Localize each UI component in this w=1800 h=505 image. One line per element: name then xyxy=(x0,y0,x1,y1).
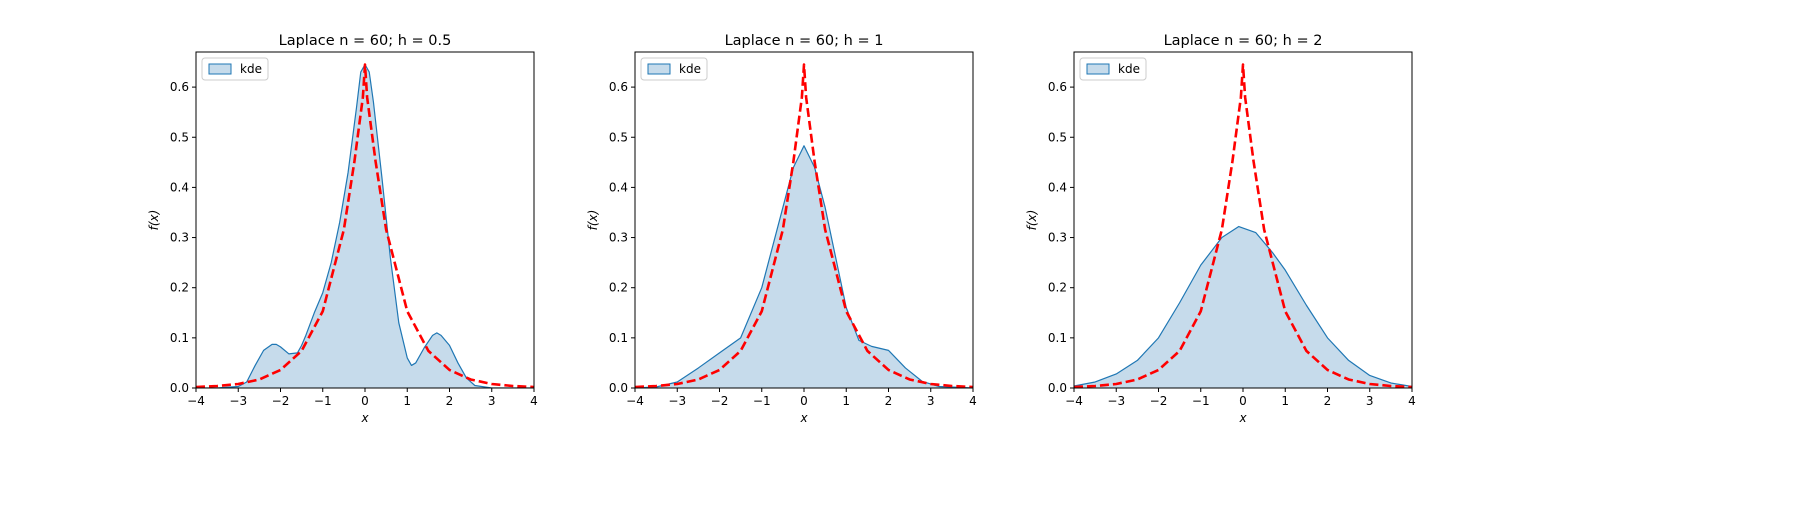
laplace-density-dashed-line xyxy=(1074,63,1412,388)
kde-fill-area xyxy=(1074,226,1412,388)
y-tick-label: 0.2 xyxy=(1048,281,1067,295)
x-tick-label: −4 xyxy=(626,394,644,408)
x-tick-label: 0 xyxy=(361,394,369,408)
x-axis-label: x xyxy=(799,411,808,425)
plot-area xyxy=(1074,63,1412,388)
x-tick-label: −1 xyxy=(314,394,332,408)
x-tick-label: −1 xyxy=(753,394,771,408)
x-tick-label: −3 xyxy=(229,394,247,408)
x-tick-label: −2 xyxy=(1150,394,1168,408)
x-tick-label: 1 xyxy=(1281,394,1289,408)
x-tick-label: 2 xyxy=(885,394,893,408)
x-tick-label: 2 xyxy=(1324,394,1332,408)
y-axis-label: f(x) xyxy=(586,210,600,231)
y-tick-label: 0.3 xyxy=(1048,231,1067,245)
subplot-1: −4 −3 −2 −1 0 1 2 3 4 0.0 0.1 0.2 0.3 0.4 0.5 0.6 Laplac… xyxy=(147,33,538,425)
y-tick-label: 0.4 xyxy=(170,180,189,194)
y-tick-label: 0.6 xyxy=(1048,80,1067,94)
x-tick-label: 4 xyxy=(530,394,538,408)
y-tick-label: 0.1 xyxy=(170,331,189,345)
kde-fill-area xyxy=(635,145,973,388)
legend: kde xyxy=(1079,57,1147,81)
x-tick-label: −2 xyxy=(272,394,290,408)
y-axis-label: f(x) xyxy=(147,210,161,231)
y-tick-label: 0.0 xyxy=(170,381,189,395)
x-tick-label: −4 xyxy=(1065,394,1083,408)
laplace-density-dashed-line xyxy=(196,63,534,388)
plot-area xyxy=(196,63,534,388)
x-tick-label: −3 xyxy=(668,394,686,408)
kde-line xyxy=(635,145,973,388)
y-tick-label: 0.0 xyxy=(1048,381,1067,395)
y-axis-label: f(x) xyxy=(1025,210,1039,231)
subplot-2: −4 −3 −2 −1 0 1 2 3 4 0.0 0.1 0.2 0.3 0.4 0.5 0.6 Laplac… xyxy=(586,33,977,425)
y-tick-label: 0.0 xyxy=(609,381,628,395)
legend-label: kde xyxy=(240,62,262,76)
x-tick-label: 3 xyxy=(927,394,935,408)
legend-label: kde xyxy=(679,62,701,76)
x-tick-label: 3 xyxy=(488,394,496,408)
y-tick-label: 0.5 xyxy=(1048,130,1067,144)
legend-label: kde xyxy=(1118,62,1140,76)
x-tick-label: 1 xyxy=(842,394,850,408)
x-tick-label: −1 xyxy=(1192,394,1210,408)
y-tick-label: 0.4 xyxy=(1048,180,1067,194)
kde-line xyxy=(196,63,534,388)
chart-title: Laplace n = 60; h = 0.5 xyxy=(279,33,452,49)
x-tick-label: 2 xyxy=(446,394,454,408)
y-tick-label: 0.1 xyxy=(609,331,628,345)
plot-area xyxy=(635,63,973,388)
legend-swatch xyxy=(647,63,671,75)
x-tick-label: 3 xyxy=(1366,394,1374,408)
y-tick-label: 0.3 xyxy=(609,231,628,245)
kde-line xyxy=(1074,225,1412,388)
legend: kde xyxy=(201,57,269,81)
x-tick-label: 0 xyxy=(1239,394,1247,408)
x-axis-label: x xyxy=(360,411,369,425)
x-tick-label: 0 xyxy=(800,394,808,408)
x-tick-label: 1 xyxy=(403,394,411,408)
chart-title: Laplace n = 60; h = 1 xyxy=(725,33,884,49)
chart-title: Laplace n = 60; h = 2 xyxy=(1164,33,1323,49)
x-tick-label: 4 xyxy=(969,394,977,408)
y-tick-label: 0.6 xyxy=(170,80,189,94)
y-tick-label: 0.1 xyxy=(1048,331,1067,345)
y-tick-label: 0.2 xyxy=(609,281,628,295)
y-tick-label: 0.2 xyxy=(170,281,189,295)
subplot-3: −4 −3 −2 −1 0 1 2 3 4 0.0 0.1 0.2 0.3 0.4 0.5 0.6 Laplac… xyxy=(1025,33,1416,425)
legend-swatch xyxy=(1086,63,1110,75)
y-tick-label: 0.4 xyxy=(609,180,628,194)
x-tick-label: 4 xyxy=(1408,394,1416,408)
y-tick-label: 0.5 xyxy=(170,130,189,144)
legend-swatch xyxy=(208,63,232,75)
x-tick-label: −3 xyxy=(1107,394,1125,408)
laplace-density-dashed-line xyxy=(635,63,973,388)
y-tick-label: 0.5 xyxy=(609,130,628,144)
x-tick-label: −2 xyxy=(711,394,729,408)
y-tick-label: 0.3 xyxy=(170,231,189,245)
y-tick-label: 0.6 xyxy=(609,80,628,94)
kde-fill-area xyxy=(196,64,534,388)
x-axis-label: x xyxy=(1238,411,1247,425)
legend: kde xyxy=(640,57,708,81)
x-tick-label: −4 xyxy=(187,394,205,408)
